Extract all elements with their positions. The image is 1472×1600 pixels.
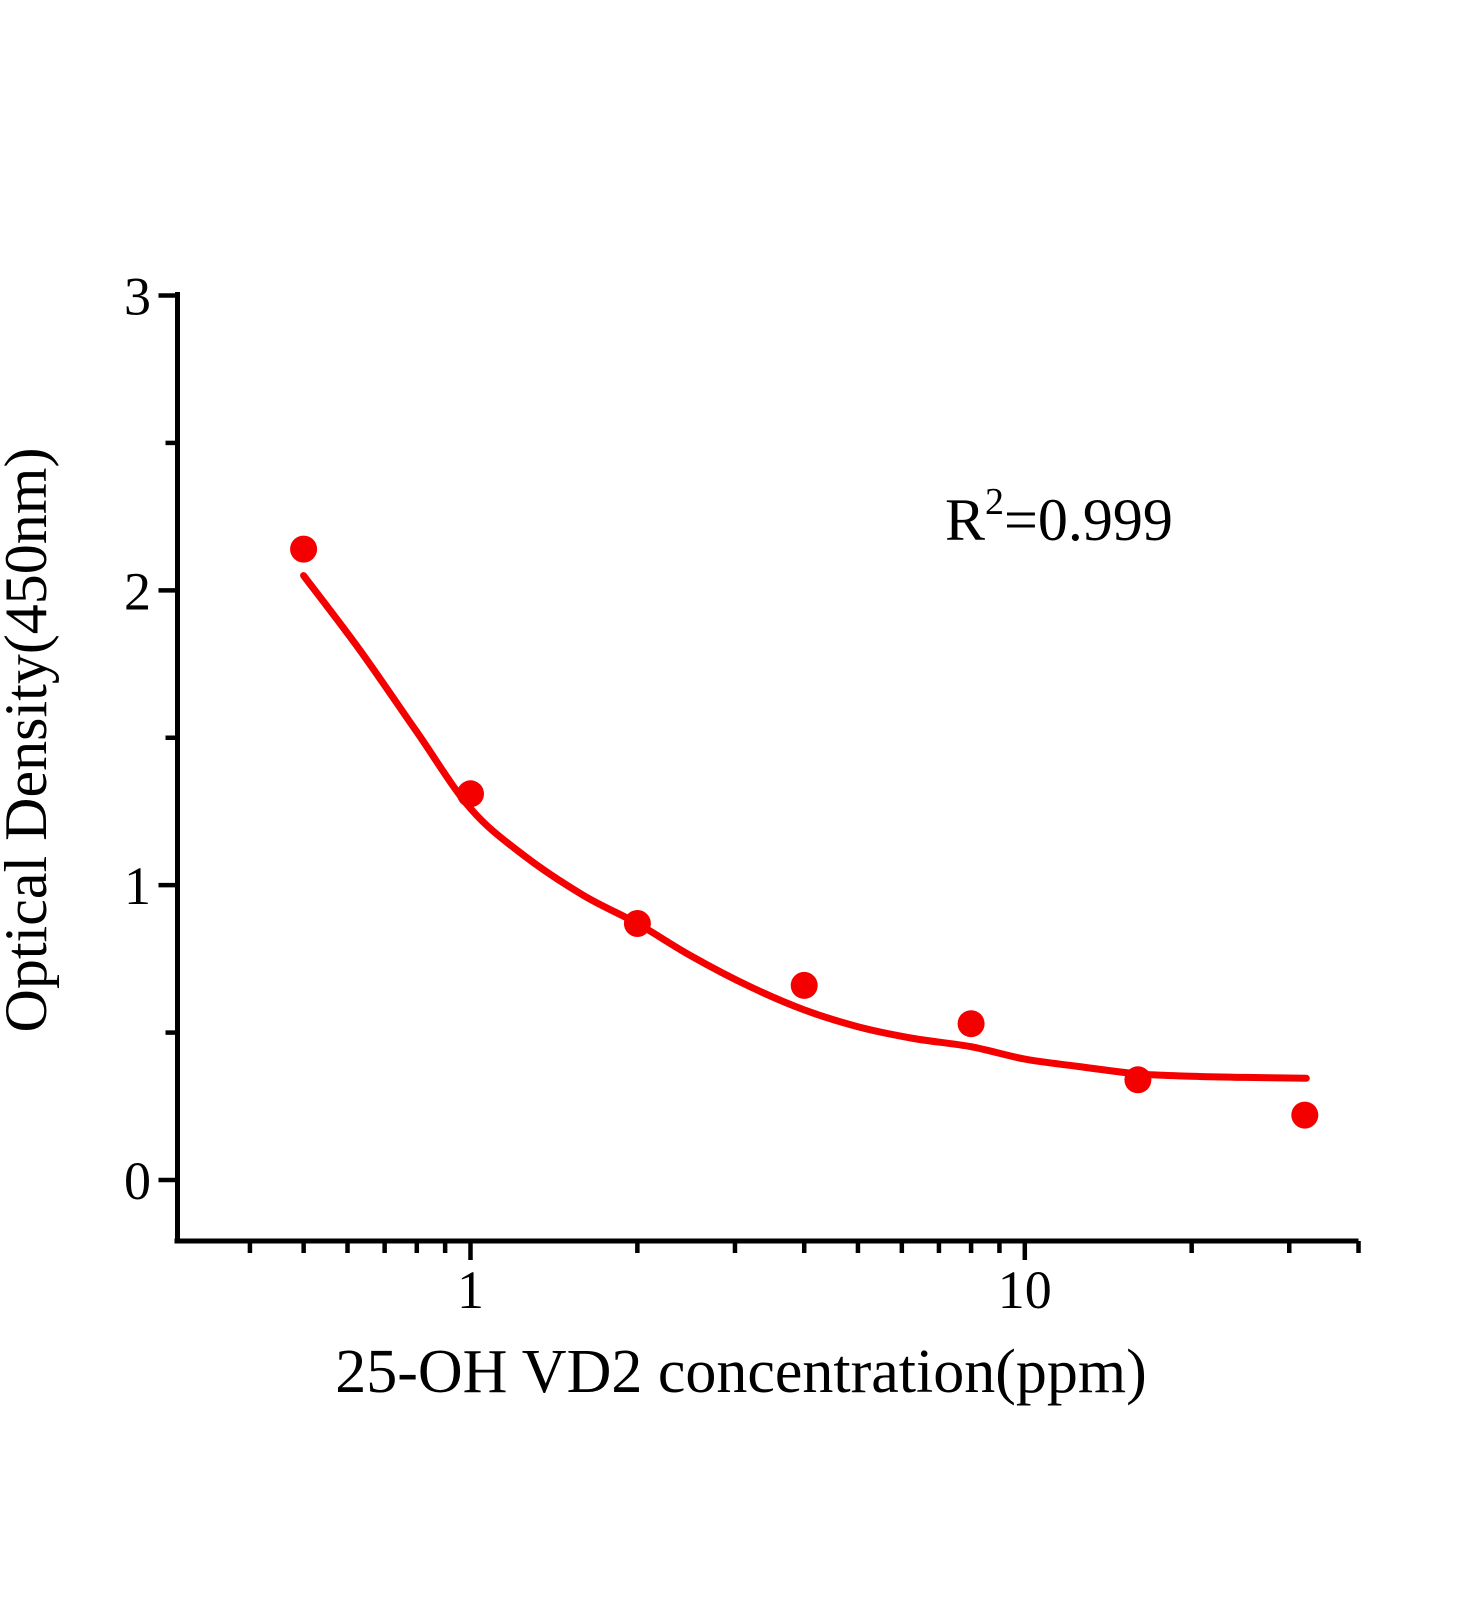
data-points (290, 535, 1319, 1129)
r-squared-value: =0.999 (1004, 487, 1173, 553)
data-point (623, 910, 651, 937)
y-tick-label: 3 (124, 267, 151, 327)
y-tick-label: 0 (124, 1151, 151, 1211)
r-squared-superscript: 2 (985, 481, 1004, 523)
data-point (790, 971, 818, 999)
data-point (1124, 1066, 1152, 1094)
x-tick-label: 10 (998, 1260, 1052, 1320)
x-tick-label: 1 (457, 1260, 484, 1320)
r-squared-base: R (945, 487, 985, 553)
y-axis-title: Optical Density(450nm) (0, 448, 59, 1033)
y-tick-label: 2 (124, 561, 151, 621)
data-point (457, 780, 484, 808)
data-point (957, 1010, 985, 1038)
fit-curve-line (300, 572, 1310, 1082)
data-point (290, 535, 318, 563)
tick-labels: 1 10 0 1 2 3 (124, 267, 1052, 1320)
r-squared-annotation: R2=0.999 (945, 481, 1173, 553)
data-point (1291, 1101, 1319, 1129)
axes (158, 292, 1361, 1260)
y-tick-label: 1 (124, 856, 151, 916)
x-axis-title: 25-OH VD2 concentration(ppm) (335, 1338, 1147, 1406)
